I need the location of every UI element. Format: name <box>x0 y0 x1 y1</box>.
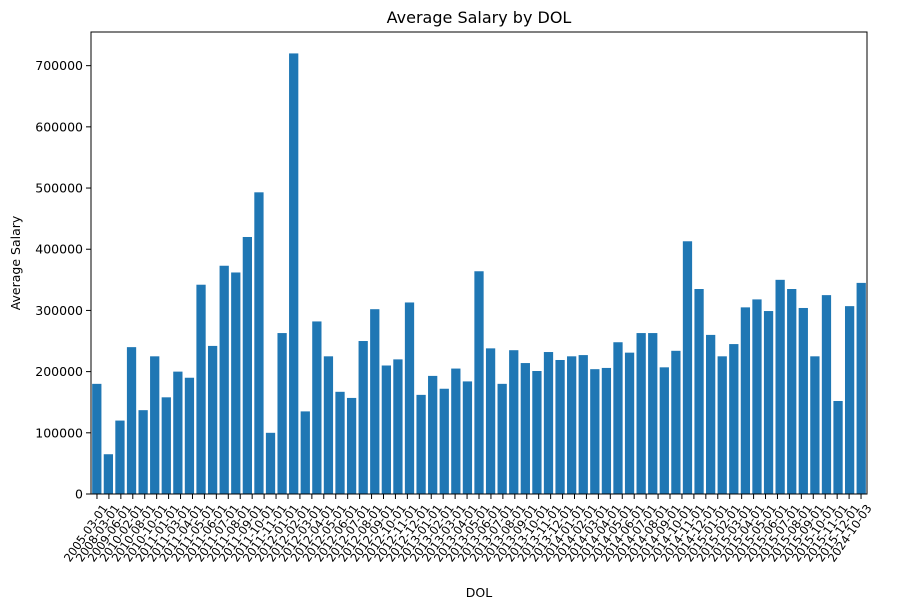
bar-38 <box>532 371 542 494</box>
bar-64 <box>833 400 843 494</box>
y-tick-label-0: 0 <box>75 487 83 502</box>
bar-56 <box>740 307 751 494</box>
bar-5 <box>150 356 160 494</box>
chart-title: Average Salary by DOL <box>387 8 572 27</box>
bar-66 <box>856 282 866 494</box>
bar-35 <box>497 383 507 494</box>
bar-11 <box>219 265 229 494</box>
bar-19 <box>312 321 322 494</box>
bar-33 <box>474 271 484 494</box>
bar-37 <box>520 363 530 494</box>
y-tick-label-4: 400000 <box>35 242 83 257</box>
bar-8 <box>184 377 195 494</box>
y-tick-label-3: 300000 <box>35 303 83 318</box>
bar-16 <box>277 333 287 494</box>
bar-62 <box>810 356 820 494</box>
y-tick-label-7: 700000 <box>35 58 83 73</box>
bar-13 <box>242 236 252 495</box>
bar-65 <box>844 306 855 494</box>
bar-49 <box>659 367 669 494</box>
bar-21 <box>335 391 345 494</box>
bar-45 <box>613 342 623 494</box>
bar-60 <box>787 289 797 494</box>
bar-58 <box>763 311 774 494</box>
bar-18 <box>300 411 310 494</box>
bar-32 <box>462 381 473 494</box>
bar-52 <box>694 289 704 494</box>
y-tick-label-6: 600000 <box>35 119 83 134</box>
bar-9 <box>196 284 206 494</box>
bar-23 <box>358 341 368 494</box>
y-tick-label-1: 100000 <box>35 425 83 440</box>
bar-44 <box>601 367 612 494</box>
bar-14 <box>254 192 264 494</box>
bar-59 <box>775 279 785 494</box>
bar-1 <box>103 454 114 494</box>
bar-55 <box>729 344 739 494</box>
bar-2 <box>115 420 125 494</box>
bar-34 <box>485 348 496 494</box>
y-tick-label-2: 200000 <box>35 364 83 379</box>
bar-7 <box>173 371 183 494</box>
bar-43 <box>590 369 600 494</box>
bar-25 <box>381 365 391 494</box>
bar-22 <box>346 397 357 494</box>
bar-54 <box>717 356 727 494</box>
bar-41 <box>567 356 577 494</box>
bar-63 <box>821 295 832 494</box>
bar-29 <box>428 375 438 494</box>
bar-31 <box>451 368 461 494</box>
x-axis-label: DOL <box>466 585 492 600</box>
bar-47 <box>636 333 646 494</box>
bar-50 <box>671 350 681 494</box>
y-tick-label-5: 500000 <box>35 181 83 196</box>
bar-40 <box>555 359 565 494</box>
bar-36 <box>509 350 519 494</box>
bar-57 <box>752 299 762 494</box>
bar-0 <box>92 383 102 494</box>
bar-3 <box>126 347 137 494</box>
bar-28 <box>416 394 426 494</box>
bar-30 <box>439 388 449 494</box>
x-axis-ticks: 2005-03-012008-03-012009-06-012010-02-01… <box>61 494 875 565</box>
bar-20 <box>323 356 334 494</box>
bar-12 <box>231 272 241 494</box>
bar-53 <box>706 334 716 494</box>
bar-24 <box>370 309 380 494</box>
bars-group <box>92 53 866 495</box>
bar-61 <box>798 307 808 494</box>
bar-27 <box>404 302 415 494</box>
bar-6 <box>161 397 171 494</box>
bar-26 <box>393 359 403 494</box>
bar-46 <box>624 352 635 494</box>
y-axis-ticks: 0 100000 200000 300000 400000 500000 600000 700… <box>35 58 91 502</box>
bar-15 <box>265 432 276 494</box>
bar-48 <box>648 333 658 494</box>
bar-4 <box>138 410 148 494</box>
bar-42 <box>578 355 588 494</box>
bar-39 <box>543 352 554 494</box>
y-axis-label: Average Salary <box>8 215 23 310</box>
bar-17 <box>289 53 299 495</box>
plot-frame <box>90 31 868 495</box>
bar-51 <box>682 241 693 494</box>
bar-10 <box>207 345 218 494</box>
